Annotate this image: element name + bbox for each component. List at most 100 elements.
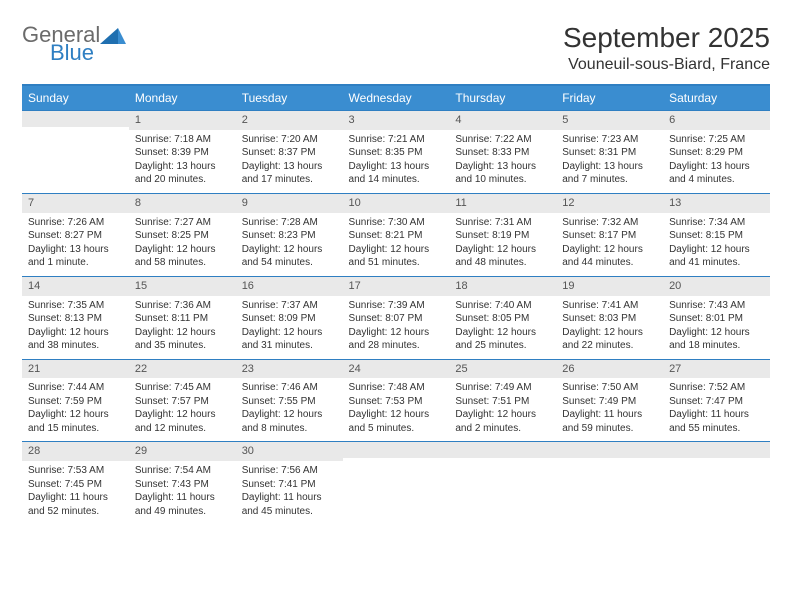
sunset-text: Sunset: 7:41 PM: [242, 478, 337, 492]
sunset-text: Sunset: 8:37 PM: [242, 146, 337, 160]
sunset-text: Sunset: 7:45 PM: [28, 478, 123, 492]
day-cell: 2Sunrise: 7:20 AMSunset: 8:37 PMDaylight…: [236, 111, 343, 194]
day-cell: 1Sunrise: 7:18 AMSunset: 8:39 PMDaylight…: [129, 111, 236, 194]
sunset-text: Sunset: 8:15 PM: [669, 229, 764, 243]
location-label: Vouneuil-sous-Biard, France: [563, 56, 770, 74]
day-cell: 10Sunrise: 7:30 AMSunset: 8:21 PMDayligh…: [343, 193, 450, 276]
dow-monday: Monday: [129, 85, 236, 111]
day-cell: 16 Sunrise: 7:37 AMSunset: 8:09 PMDayligh…: [236, 276, 343, 359]
day-number: 12: [556, 194, 663, 213]
sunset-text: Sunset: 8:35 PM: [349, 146, 444, 160]
daylight-text: Daylight: 12 hours and 51 minutes.: [349, 243, 444, 270]
page-title: September 2025: [563, 22, 770, 54]
day-number: 29: [129, 442, 236, 461]
day-cell: 24Sunrise: 7:48 AMSunset: 7:53 PMDayligh…: [343, 359, 450, 442]
week-row: 28Sunrise: 7:53 AMSunset: 7:45 PMDayligh…: [22, 442, 770, 524]
day-cell: 12Sunrise: 7:32 AMSunset: 8:17 PMDayligh…: [556, 193, 663, 276]
title-block: September 2025 Vouneuil-sous-Biard, Fran…: [563, 18, 770, 80]
daylight-text: Daylight: 11 hours and 49 minutes.: [135, 491, 230, 518]
day-cell: 13Sunrise: 7:34 AMSunset: 8:15 PMDayligh…: [663, 193, 770, 276]
daylight-text: Daylight: 12 hours and 15 minutes.: [28, 408, 123, 435]
sunset-text: Sunset: 7:57 PM: [135, 395, 230, 409]
day-number: 11: [449, 194, 556, 213]
sunrise-text: Sunrise: 7:21 AM: [349, 133, 444, 147]
sunset-text: Sunset: 8:17 PM: [562, 229, 657, 243]
sunset-text: Sunset: 8:09 PM: [242, 312, 337, 326]
sunset-text: Sunset: 8:07 PM: [349, 312, 444, 326]
day-cell: 7Sunrise: 7:26 AMSunset: 8:27 PMDaylight…: [22, 193, 129, 276]
day-cell: 14Sunrise: 7:35 AMSunset: 8:13 PMDayligh…: [22, 276, 129, 359]
daylight-text: Daylight: 13 hours and 7 minutes.: [562, 160, 657, 187]
day-number: 24: [343, 360, 450, 379]
day-cell: 9Sunrise: 7:28 AMSunset: 8:23 PMDaylight…: [236, 193, 343, 276]
day-cell: [22, 111, 129, 194]
day-number: 16: [236, 277, 343, 296]
day-number: 25: [449, 360, 556, 379]
day-number: 22: [129, 360, 236, 379]
day-cell: [449, 442, 556, 524]
sunset-text: Sunset: 8:03 PM: [562, 312, 657, 326]
calendar-body: 1Sunrise: 7:18 AMSunset: 8:39 PMDaylight…: [22, 111, 770, 525]
sunset-text: Sunset: 7:59 PM: [28, 395, 123, 409]
daylight-text: Daylight: 11 hours and 59 minutes.: [562, 408, 657, 435]
sunrise-text: Sunrise: 7:49 AM: [455, 381, 550, 395]
day-number: 17: [343, 277, 450, 296]
day-number: 27: [663, 360, 770, 379]
day-number: 6: [663, 111, 770, 130]
daylight-text: Daylight: 12 hours and 2 minutes.: [455, 408, 550, 435]
daylight-text: Daylight: 12 hours and 44 minutes.: [562, 243, 657, 270]
header: General Blue September 2025 Vouneuil-sou…: [22, 18, 770, 80]
sunrise-text: Sunrise: 7:50 AM: [562, 381, 657, 395]
day-number: [556, 442, 663, 458]
sunrise-text: Sunrise: 7:45 AM: [135, 381, 230, 395]
sunrise-text: Sunrise: 7:54 AM: [135, 464, 230, 478]
dow-tuesday: Tuesday: [236, 85, 343, 111]
daylight-text: Daylight: 12 hours and 35 minutes.: [135, 326, 230, 353]
day-number: 13: [663, 194, 770, 213]
sunset-text: Sunset: 7:53 PM: [349, 395, 444, 409]
day-number: 14: [22, 277, 129, 296]
day-number: 28: [22, 442, 129, 461]
sunrise-text: Sunrise: 7:26 AM: [28, 216, 123, 230]
sunrise-text: Sunrise: 7:40 AM: [455, 299, 550, 313]
day-cell: 3Sunrise: 7:21 AMSunset: 8:35 PMDaylight…: [343, 111, 450, 194]
day-cell: 15Sunrise: 7:36 AMSunset: 8:11 PMDayligh…: [129, 276, 236, 359]
dow-row: Sunday Monday Tuesday Wednesday Thursday…: [22, 85, 770, 111]
sunrise-text: Sunrise: 7:52 AM: [669, 381, 764, 395]
daylight-text: Daylight: 12 hours and 25 minutes.: [455, 326, 550, 353]
daylight-text: Daylight: 12 hours and 58 minutes.: [135, 243, 230, 270]
dow-wednesday: Wednesday: [343, 85, 450, 111]
sunrise-text: Sunrise: 7:43 AM: [669, 299, 764, 313]
logo: General Blue: [22, 24, 126, 64]
logo-text: General Blue: [22, 24, 100, 64]
sunrise-text: Sunrise: 7:28 AM: [242, 216, 337, 230]
day-number: 15: [129, 277, 236, 296]
day-cell: 28Sunrise: 7:53 AMSunset: 7:45 PMDayligh…: [22, 442, 129, 524]
sunset-text: Sunset: 8:39 PM: [135, 146, 230, 160]
day-number: [22, 111, 129, 127]
daylight-text: Daylight: 12 hours and 22 minutes.: [562, 326, 657, 353]
sunset-text: Sunset: 8:31 PM: [562, 146, 657, 160]
sunset-text: Sunset: 8:23 PM: [242, 229, 337, 243]
day-cell: 11Sunrise: 7:31 AMSunset: 8:19 PMDayligh…: [449, 193, 556, 276]
day-cell: 21Sunrise: 7:44 AMSunset: 7:59 PMDayligh…: [22, 359, 129, 442]
sunrise-text: Sunrise: 7:20 AM: [242, 133, 337, 147]
daylight-text: Daylight: 13 hours and 4 minutes.: [669, 160, 764, 187]
daylight-text: Daylight: 12 hours and 31 minutes.: [242, 326, 337, 353]
day-number: 4: [449, 111, 556, 130]
sunrise-text: Sunrise: 7:48 AM: [349, 381, 444, 395]
dow-sunday: Sunday: [22, 85, 129, 111]
sunrise-text: Sunrise: 7:37 AM: [242, 299, 337, 313]
daylight-text: Daylight: 13 hours and 10 minutes.: [455, 160, 550, 187]
dow-saturday: Saturday: [663, 85, 770, 111]
daylight-text: Daylight: 13 hours and 17 minutes.: [242, 160, 337, 187]
sunrise-text: Sunrise: 7:56 AM: [242, 464, 337, 478]
day-number: 30: [236, 442, 343, 461]
daylight-text: Daylight: 12 hours and 54 minutes.: [242, 243, 337, 270]
logo-triangle-icon: [100, 28, 126, 48]
sunset-text: Sunset: 7:49 PM: [562, 395, 657, 409]
day-number: 21: [22, 360, 129, 379]
daylight-text: Daylight: 11 hours and 55 minutes.: [669, 408, 764, 435]
day-number: 10: [343, 194, 450, 213]
sunset-text: Sunset: 7:51 PM: [455, 395, 550, 409]
